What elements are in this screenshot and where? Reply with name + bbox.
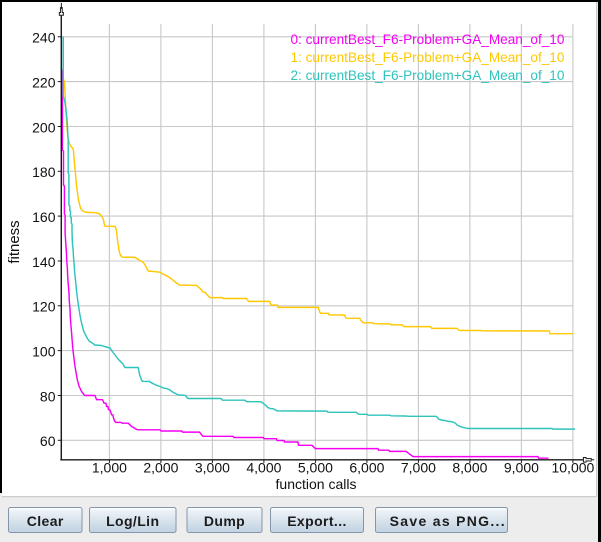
svg-text:160: 160 (32, 209, 56, 225)
svg-text:60: 60 (40, 433, 56, 449)
svg-text:5,000: 5,000 (298, 459, 333, 475)
svg-text:3,000: 3,000 (195, 459, 230, 475)
svg-text:120: 120 (32, 299, 56, 315)
svg-text:fitness: fitness (6, 220, 23, 263)
svg-text:Save as PNG...: Save as PNG... (390, 513, 506, 529)
svg-text:7,000: 7,000 (401, 459, 436, 475)
svg-text:240: 240 (32, 30, 56, 46)
svg-text:2: currentBest_F6-Problem+GA_M: 2: currentBest_F6-Problem+GA_Mean_of_10 (291, 68, 565, 83)
svg-text:200: 200 (32, 119, 56, 135)
svg-text:Dump: Dump (204, 513, 245, 529)
svg-text:140: 140 (32, 254, 56, 270)
svg-text:220: 220 (32, 75, 56, 91)
svg-text:1,000: 1,000 (92, 459, 127, 475)
svg-text:9,000: 9,000 (504, 459, 539, 475)
svg-text:180: 180 (32, 164, 56, 180)
svg-text:1: currentBest_F6-Problem+GA_M: 1: currentBest_F6-Problem+GA_Mean_of_10 (291, 50, 565, 65)
svg-text:Clear: Clear (27, 513, 64, 529)
svg-text:10,000: 10,000 (551, 459, 594, 475)
svg-text:8,000: 8,000 (452, 459, 487, 475)
svg-text:4,000: 4,000 (246, 459, 281, 475)
svg-text:Export...: Export... (287, 513, 347, 529)
svg-text:Log/Lin: Log/Lin (106, 513, 159, 529)
svg-text:function calls: function calls (276, 476, 357, 492)
svg-text:6,000: 6,000 (349, 459, 384, 475)
svg-text:100: 100 (32, 344, 56, 360)
svg-text:0: currentBest_F6-Problem+GA_M: 0: currentBest_F6-Problem+GA_Mean_of_10 (291, 32, 565, 47)
svg-text:2,000: 2,000 (143, 459, 178, 475)
svg-text:80: 80 (40, 388, 56, 404)
